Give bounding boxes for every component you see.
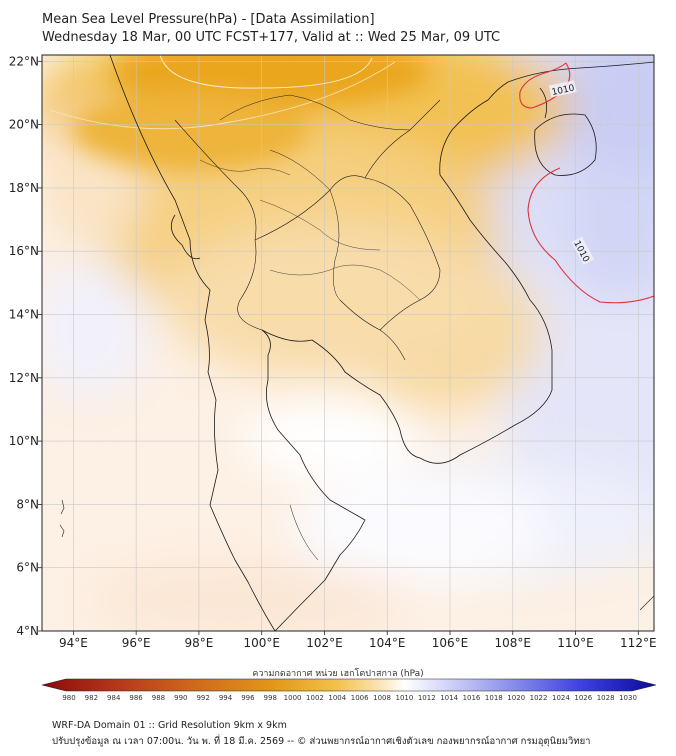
axis-ticks [38,60,639,635]
colorbar-tick-labels: 980 982 984 986 988 990 992 994 996 998 1000 1002 10… [62,694,637,702]
contour-label-text: 1010 [551,83,576,98]
lat-tick-label: 12°N [9,371,39,385]
colorbar-tick-label: 1004 [328,694,346,702]
lon-tick-label: 98°E [184,636,213,650]
colorbar-tick-label: 994 [219,694,233,702]
colorbar-tick-label: 988 [152,694,165,702]
colorbar-tick-label: 1002 [306,694,324,702]
colorbar-tick-label: 1012 [418,694,436,702]
lat-tick-label: 8°N [16,497,39,511]
colorbar-tick-label: 990 [174,694,187,702]
colorbar-tick-label: 984 [107,694,121,702]
colorbar-tick-label: 1006 [351,694,369,702]
lon-tick-label: 108°E [495,636,532,650]
lon-tick-label: 100°E [243,636,280,650]
lon-tick-label: 112°E [620,636,657,650]
lon-tick-label: 106°E [432,636,469,650]
lon-tick-label: 102°E [306,636,343,650]
colorbar-tick-label: 1010 [395,694,413,702]
axis-labels: 94°E 96°E 98°E 100°E 102°E 104°E 106°E 108°E 110… [9,54,657,650]
colorbar-tick-label: 996 [241,694,255,702]
lat-tick-label: 14°N [9,308,39,322]
colorbar-tick-label: 1016 [463,694,481,702]
colorbar: 980 982 984 986 988 990 992 994 996 998 1000 1002 10… [41,678,657,702]
lon-tick-label: 94°E [59,636,88,650]
colorbar-tick-label: 1000 [284,694,302,702]
footer-credit: ปรับปรุงข้อมูล ณ เวลา 07:00น. วัน พ. ที่… [52,736,591,747]
lat-tick-label: 6°N [16,561,39,575]
map-subtitle: Wednesday 18 Mar, 00 UTC FCST+177, Valid… [42,30,501,45]
coastlines [59,55,654,631]
colorbar-tick-label: 1022 [530,694,548,702]
colorbar-tick-label: 998 [264,694,277,702]
colorbar-tick-label: 1030 [619,694,637,702]
colorbar-tick-label: 1014 [440,694,458,702]
lat-tick-label: 16°N [9,244,39,258]
contour-label: 1010 [548,80,577,98]
lat-tick-label: 4°N [16,624,39,638]
map-title: Mean Sea Level Pressure(hPa) - [Data Ass… [42,12,375,27]
gridlines [42,55,654,631]
lon-tick-label: 104°E [369,636,406,650]
colorbar-tick-label: 982 [85,694,98,702]
lat-tick-label: 22°N [9,54,39,68]
colorbar-tick-label: 1020 [507,694,525,702]
lat-tick-label: 10°N [9,434,39,448]
colorbar-tick-label: 1026 [574,694,592,702]
pressure-field [42,55,654,631]
colorbar-tick-label: 1028 [597,694,615,702]
colorbar-bar [41,678,657,692]
colorbar-tick-label: 980 [62,694,75,702]
lat-tick-label: 20°N [9,118,39,132]
footer-model-info: WRF-DA Domain 01 :: Grid Resolution 9km … [52,720,287,731]
lon-tick-label: 110°E [557,636,594,650]
lon-tick-label: 96°E [122,636,151,650]
colorbar-tick-label: 992 [196,694,209,702]
colorbar-tick-label: 1024 [552,694,570,702]
colorbar-tick-label: 986 [129,694,143,702]
lat-tick-label: 18°N [9,181,39,195]
colorbar-title: ความกดอากาศ หน่วย เฮกโตปาสกาล (hPa) [252,669,424,679]
colorbar-tick-label: 1018 [485,694,503,702]
colorbar-tick-label: 1008 [373,694,391,702]
map-frame [41,54,655,632]
